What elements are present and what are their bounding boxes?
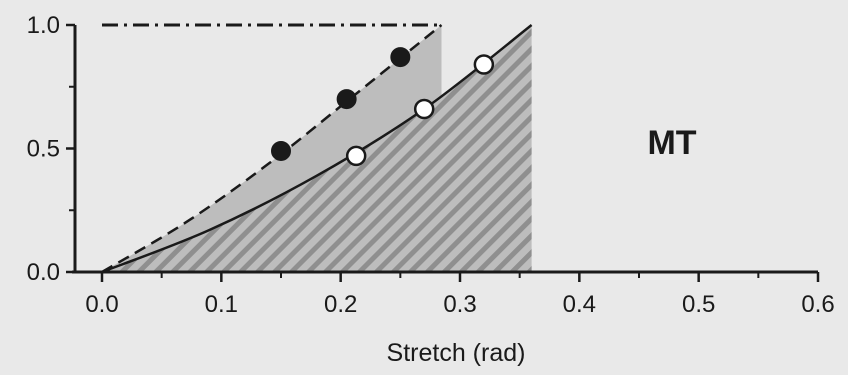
x-tick-label-0.0: 0.0 (85, 291, 118, 318)
y-tick-label-0.0: 0.0 (27, 259, 60, 286)
x-tick-label-0.6: 0.6 (801, 291, 834, 318)
x-axis-title: Stretch (rad) (387, 339, 526, 367)
y-tick-label-1.0: 1.0 (27, 12, 60, 39)
shaded-regions (102, 25, 532, 272)
panel-label-mt: MT (647, 124, 696, 162)
x-tick-label-0.3: 0.3 (443, 291, 476, 318)
data-markers (271, 47, 495, 167)
tick-labels: 0.0 0.1 0.2 0.3 0.4 0.5 0.6 0.0 0.5 1.0 (27, 12, 835, 318)
fit-line-dashed (101, 24, 443, 274)
open-marker-3 (473, 54, 495, 75)
filled-marker-3 (390, 47, 411, 68)
hatched-region (102, 25, 532, 272)
axes (66, 23, 820, 282)
filled-marker-1 (271, 140, 291, 161)
x-tick-label-0.2: 0.2 (324, 291, 357, 318)
fit-line-solid (101, 24, 533, 274)
x-tick-label-0.1: 0.1 (205, 291, 238, 318)
open-marker-1 (345, 145, 367, 167)
open-marker-2 (413, 98, 435, 120)
x-tick-label-0.4: 0.4 (563, 291, 596, 318)
y-tick-label-0.5: 0.5 (27, 136, 60, 163)
fit-lines (101, 23, 533, 274)
x-tick-label-0.5: 0.5 (682, 291, 715, 318)
filled-marker-2 (336, 89, 357, 110)
